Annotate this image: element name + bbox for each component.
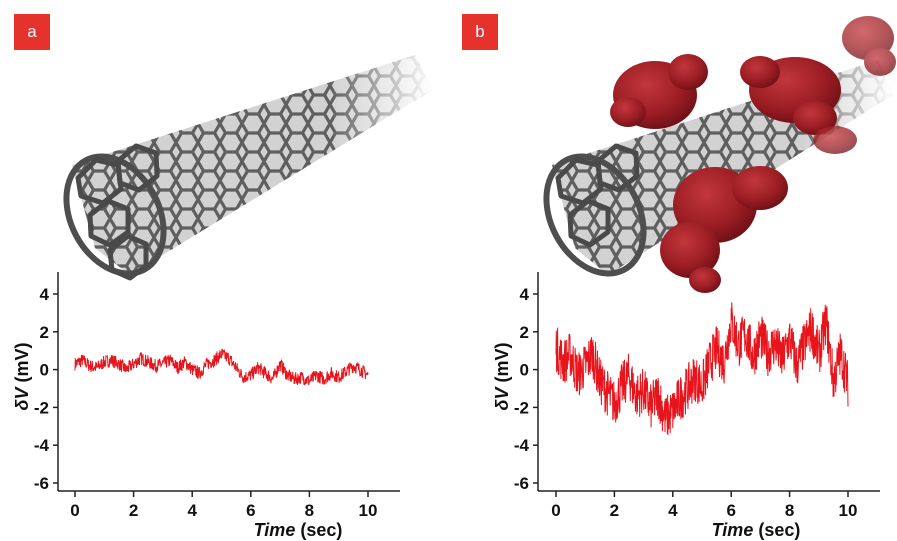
signal-trace <box>555 302 849 436</box>
x-tick-label: 8 <box>305 501 314 520</box>
y-axis-label-unit: (mV) <box>12 342 32 387</box>
x-tick-label: 6 <box>726 501 735 520</box>
x-tick-label: 2 <box>129 501 138 520</box>
adsorbed-molecule-blob <box>813 16 896 154</box>
adsorbed-molecule-blob <box>740 56 841 135</box>
y-tick-label: 2 <box>520 323 529 342</box>
y-tick-label: 4 <box>520 285 530 304</box>
y-axis-label-symbol: δV <box>12 386 32 411</box>
x-axis-label: Time (sec) <box>712 520 801 540</box>
panel-label-b: b <box>462 14 498 50</box>
y-tick-label: -6 <box>514 474 529 493</box>
y-tick-label: 4 <box>40 285 50 304</box>
x-tick-label: 10 <box>359 501 378 520</box>
y-tick-label: -6 <box>34 474 49 493</box>
x-tick-label: 0 <box>551 501 560 520</box>
y-axis-label: δV (mV) <box>492 342 512 410</box>
y-axis-label-symbol: δV <box>492 386 512 411</box>
y-tick-label: -4 <box>514 436 530 455</box>
adsorbed-molecule-blob <box>610 54 708 129</box>
x-tick-label: 8 <box>785 501 794 520</box>
x-axis-label: Time (sec) <box>254 520 343 540</box>
x-tick-label: 0 <box>70 501 79 520</box>
y-tick-label: 2 <box>40 323 49 342</box>
signal-trace <box>74 348 369 387</box>
y-tick-label: 0 <box>520 361 529 380</box>
x-axis-label-quantity: Time <box>254 520 296 540</box>
adsorbed-molecules <box>610 16 896 293</box>
adsorbed-molecule-blob <box>660 166 788 293</box>
panel-label-a: a <box>14 14 50 50</box>
x-tick-label: 4 <box>668 501 678 520</box>
y-axis-label: δV (mV) <box>12 342 32 410</box>
x-tick-label: 10 <box>839 501 858 520</box>
x-axis-label-unit: (sec) <box>753 520 800 540</box>
y-tick-label: -2 <box>514 398 529 417</box>
y-axis-label-unit: (mV) <box>492 342 512 387</box>
x-tick-label: 2 <box>610 501 619 520</box>
y-tick-label: -4 <box>34 436 50 455</box>
y-tick-label: 0 <box>40 361 49 380</box>
x-tick-label: 4 <box>187 501 197 520</box>
x-axis-label-unit: (sec) <box>295 520 342 540</box>
chart-panel-b: 4 2 0 -2 -4 -6 0 2 4 6 8 10 Time (sec) δV (mV) <box>492 272 880 540</box>
x-axis-label-quantity: Time <box>712 520 754 540</box>
x-tick-label: 6 <box>246 501 255 520</box>
chart-panel-a: 4 2 0 -2 -4 -6 0 2 4 6 8 10 Time (sec) δV (mV) <box>12 272 400 540</box>
y-tick-label: -2 <box>34 398 49 417</box>
carbon-nanotube-illustration <box>63 55 432 281</box>
